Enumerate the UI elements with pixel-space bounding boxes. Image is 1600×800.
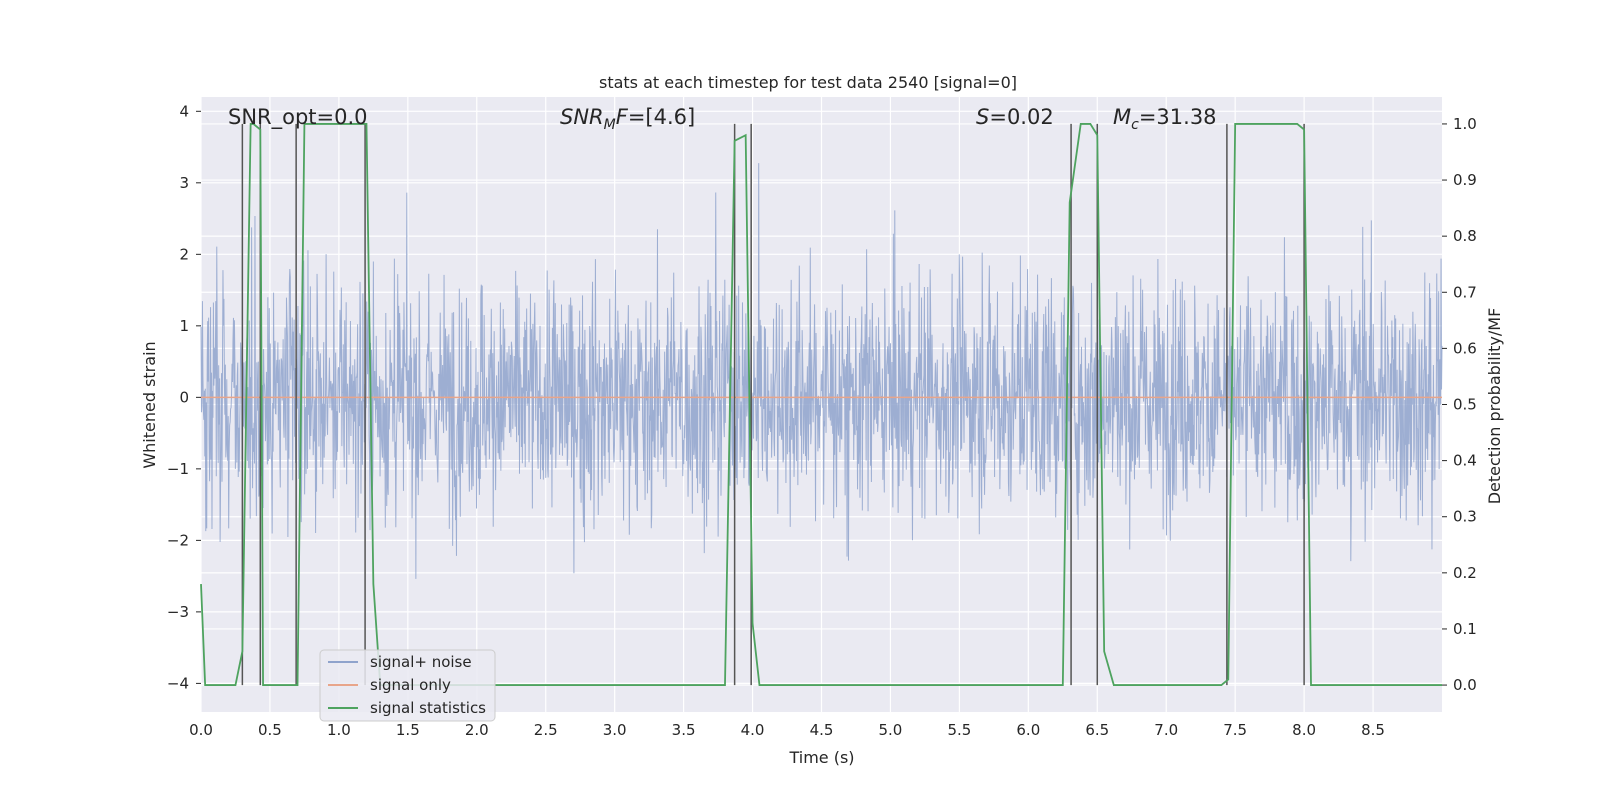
y-tick-label: −4 xyxy=(167,674,189,692)
x-tick-label: 1.5 xyxy=(396,721,420,739)
x-tick-label: 1.0 xyxy=(327,721,351,739)
y2-tick-label: 0.7 xyxy=(1453,283,1477,301)
legend-label-signal: signal only xyxy=(370,676,451,694)
y2-tick-label: 0.1 xyxy=(1453,620,1477,638)
annotation-mc-value: =31.38 xyxy=(1139,105,1217,129)
annotation-s: S=0.02 xyxy=(976,105,1054,129)
y-tick-label: 3 xyxy=(179,174,189,192)
y2-tick-label: 0.0 xyxy=(1453,676,1477,694)
x-tick-label: 3.0 xyxy=(603,721,627,739)
noise-trace xyxy=(200,163,1443,579)
x-tick-label: 0.0 xyxy=(189,721,213,739)
x-tick-label: 4.0 xyxy=(741,721,765,739)
y2-tick-label: 1.0 xyxy=(1453,115,1477,133)
x-tick-label: 6.0 xyxy=(1016,721,1040,739)
x-tick-label: 5.5 xyxy=(947,721,971,739)
legend-label-stats: signal statistics xyxy=(370,699,486,717)
x-tick-label: 6.5 xyxy=(1085,721,1109,739)
y2-tick-label: 0.5 xyxy=(1453,396,1477,414)
legend-box xyxy=(319,649,496,722)
y2-tick-label: 0.9 xyxy=(1453,171,1477,189)
y-tick-label: −1 xyxy=(167,460,189,478)
x-tick-label: 8.5 xyxy=(1361,721,1385,739)
x-tick-label: 3.5 xyxy=(672,721,696,739)
x-tick-label: 2.0 xyxy=(465,721,489,739)
series-signal-statistics xyxy=(200,123,1442,686)
x-tick-label: 0.5 xyxy=(258,721,282,739)
y-tick-label: −3 xyxy=(167,603,189,621)
tick-labels: 0.0 0.5 1.0 1.5 2.0 2.5 3.0 3.5 4.0 4.5 5.0 5.5 6.0 6… xyxy=(167,102,1477,739)
y-tick-label: 1 xyxy=(179,317,189,335)
annotation-snr-mf-value: =[4.6] xyxy=(628,105,695,129)
x-tick-label: 4.5 xyxy=(810,721,834,739)
x-tick-label: 5.0 xyxy=(879,721,903,739)
y2-tick-label: 0.4 xyxy=(1453,452,1477,470)
y2-axis-label: Detection probability/MF xyxy=(1485,308,1504,505)
x-tick-label: 2.5 xyxy=(534,721,558,739)
legend: signal+ noise signal only signal statist… xyxy=(319,649,496,722)
x-tick-label: 7.5 xyxy=(1223,721,1247,739)
legend-label-noise: signal+ noise xyxy=(370,653,472,671)
x-axis-label: Time (s) xyxy=(788,748,854,767)
y-tick-label: 0 xyxy=(179,388,189,406)
y-tick-label: 2 xyxy=(179,245,189,263)
y-tick-label: 4 xyxy=(179,102,189,120)
signal-statistics-line xyxy=(200,123,1442,686)
annotation-snr-mf: SNRMF=[4.6] xyxy=(560,105,695,133)
y2-tick-label: 0.8 xyxy=(1453,227,1477,245)
y2-tick-label: 0.6 xyxy=(1453,339,1477,357)
annotation-mc: Mc=31.38 xyxy=(1113,105,1217,133)
series-signal-noise xyxy=(200,163,1443,579)
annotation-s-value: =0.02 xyxy=(989,105,1053,129)
marker-lines xyxy=(241,123,1305,686)
annotation-snr-opt: SNR_opt=0.0 xyxy=(228,105,368,130)
y-axis-label: Whitened strain xyxy=(140,341,159,468)
y2-tick-label: 0.2 xyxy=(1453,564,1477,582)
x-tick-label: 7.0 xyxy=(1154,721,1178,739)
x-tick-label: 8.0 xyxy=(1292,721,1316,739)
y-tick-label: −2 xyxy=(167,531,189,549)
chart-title: stats at each timestep for test data 254… xyxy=(599,73,1017,92)
y2-tick-label: 0.3 xyxy=(1453,508,1477,526)
